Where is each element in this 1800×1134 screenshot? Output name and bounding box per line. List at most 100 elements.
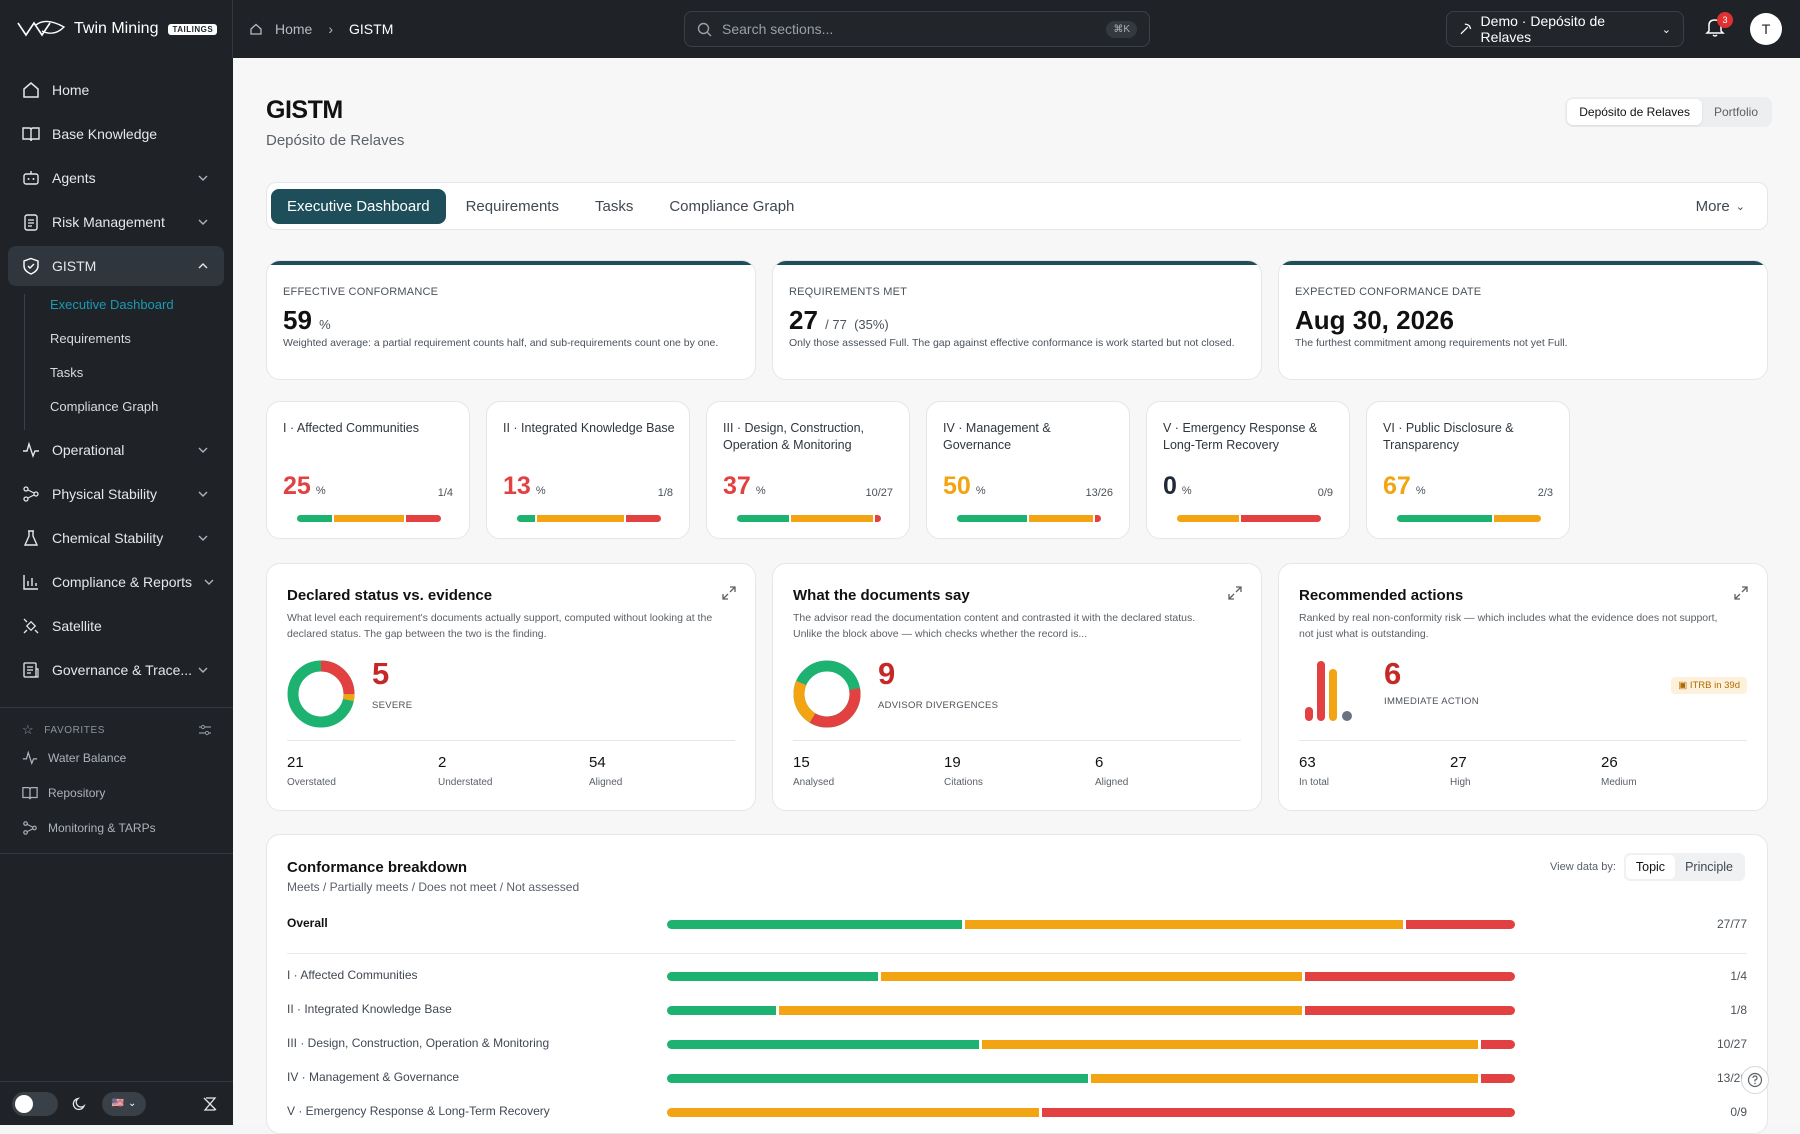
sidebar-item-satellite[interactable]: Satellite [8,606,224,646]
breakdown-row[interactable]: IV · Management & Governance 13/26 [287,1069,1747,1089]
more-tabs-button[interactable]: More ⌄ [1696,198,1745,215]
breakdown-subtitle: Meets / Partially meets / Does not meet … [287,880,580,894]
kpi-effective-conformance: EFFECTIVE CONFORMANCE 59 % Weighted aver… [266,260,756,380]
topic-percent-value: 13 [503,472,531,500]
stat-label: Aligned [1095,777,1129,788]
topic-card[interactable]: II · Integrated Knowledge Base 13% 1/8 [486,401,690,539]
flask-icon [23,530,39,546]
favorite-monitoring-tarps[interactable]: Monitoring & TARPs [22,820,156,836]
sidebar-item-chemical-stability[interactable]: Chemical Stability [8,518,224,558]
topic-card[interactable]: I · Affected Communities 25% 1/4 [266,401,470,539]
view-option-principle[interactable]: Principle [1685,860,1733,874]
sidebar-sub-tasks[interactable]: Tasks [50,365,84,380]
home-icon [23,82,39,98]
view-by-label: View data by: [1550,861,1616,873]
sidebar-item-home[interactable]: Home [8,70,224,110]
tab-executive-dashboard[interactable]: Executive Dashboard [271,188,446,224]
topic-card[interactable]: V · Emergency Response & Long-Term Recov… [1146,401,1350,539]
topic-card[interactable]: VI · Public Disclosure & Transparency 67%… [1366,401,1570,539]
stat-high: 27 High [1450,754,1471,788]
sidebar: Home Base Knowledge Agents Risk Manageme… [0,58,233,1125]
kpi-number: Aug 30, 2026 [1295,305,1454,335]
bar-segment-partial [1091,1074,1479,1083]
activity-icon [23,441,39,459]
expand-icon[interactable] [1733,585,1749,601]
favorite-label: Repository [48,786,106,800]
topic-card[interactable]: III · Design, Construction, Operation & … [706,401,910,539]
language-selector[interactable]: 🇺🇸 ⌄ [102,1091,146,1116]
tab-tasks[interactable]: Tasks [594,197,634,215]
bar-segment-not-met [1041,1108,1515,1117]
notification-badge: 3 [1717,12,1733,28]
brand[interactable]: Twin Mining TAILINGS [0,0,233,58]
stat-medium: 26 Medium [1601,754,1637,788]
breakdown-row-value: 1/8 [1730,1003,1747,1017]
stat-number: 54 [589,754,606,771]
search-input[interactable]: Search sections... ⌘K [684,11,1150,47]
sidebar-sub-compliance-graph[interactable]: Compliance Graph [50,399,159,414]
kpi-value: 59 % [283,305,331,336]
settings-sliders-icon[interactable] [198,724,212,736]
panel-description: Ranked by real non-conformity risk — whi… [1299,612,1718,640]
sidebar-sub-executive-dashboard[interactable]: Executive Dashboard [50,297,174,312]
sidebar-item-governance[interactable]: Governance & Trace... [8,650,224,690]
sidebar-item-compliance-reports[interactable]: Compliance & Reports [8,562,224,602]
breakdown-row-overall[interactable]: Overall 27/77 [287,915,1747,935]
theme-toggle[interactable] [12,1091,58,1116]
bar-segment-partial [537,515,624,522]
bar-segment-meets [957,515,1027,522]
book-icon [22,127,40,142]
expand-icon[interactable] [1227,585,1243,601]
sidebar-item-agents[interactable]: Agents [8,158,224,198]
topic-name: V · Emergency Response & Long-Term Recov… [1163,421,1318,452]
tab-requirements[interactable]: Requirements [465,197,559,215]
kpi-accent [773,261,1261,265]
notifications-button[interactable]: 3 [1705,12,1733,42]
sidebar-item-operational[interactable]: Operational [8,430,224,470]
project-selector[interactable]: Demo · Depósito de Relaves ⌄ [1446,11,1684,47]
topic-fraction: 13/26 [1085,487,1113,499]
chevron-down-icon [198,219,208,225]
stat-number: 26 [1601,754,1618,771]
bar-segment-not-met [1095,515,1101,522]
scope-option-deposito[interactable]: Depósito de Relaves [1567,99,1702,125]
chevron-down-icon [198,175,208,181]
scope-option-portfolio[interactable]: Portfolio [1713,105,1758,119]
collapse-sidebar-icon[interactable] [201,1095,219,1113]
book-icon [22,787,38,800]
sidebar-item-risk-management[interactable]: Risk Management [8,202,224,242]
tab-compliance-graph[interactable]: Compliance Graph [669,197,795,215]
view-option-topic[interactable]: Topic [1625,855,1676,879]
shield-icon [23,257,39,275]
breakdown-row[interactable]: III · Design, Construction, Operation & … [287,1035,1747,1055]
favorite-water-balance[interactable]: Water Balance [22,750,126,766]
help-button[interactable] [1741,1066,1769,1094]
topic-fraction: 10/27 [865,487,893,499]
sidebar-divider [0,707,233,708]
sidebar-sub-requirements[interactable]: Requirements [50,331,131,346]
topic-fraction: 1/8 [657,487,673,499]
breakdown-row-value: 0/9 [1730,1105,1747,1119]
breakdown-row-label: III · Design, Construction, Operation & … [287,1036,550,1050]
favorite-repository[interactable]: Repository [22,785,105,801]
breakdown-row-value: 10/27 [1716,1037,1747,1051]
sidebar-item-physical-stability[interactable]: Physical Stability [8,474,224,514]
avatar[interactable]: T [1750,13,1782,45]
percent-symbol: % [1415,485,1426,497]
breakdown-row[interactable]: I · Affected Communities 1/4 [287,967,1747,987]
sidebar-item-gistm[interactable]: GISTM [8,246,224,286]
stat-aligned: 54 Aligned [589,754,622,788]
page-title: GISTM [266,96,343,124]
breakdown-row[interactable]: V · Emergency Response & Long-Term Recov… [287,1103,1747,1123]
expand-icon[interactable] [721,585,737,601]
kpi-description: Only those assessed Full. The gap agains… [789,337,1235,349]
breakdown-row[interactable]: II · Integrated Knowledge Base 1/8 [287,1001,1747,1021]
tab-bar: Executive Dashboard Requirements Tasks C… [266,182,1768,230]
topic-percent-value: 25 [283,472,311,500]
bar-segment-meets [737,515,789,522]
status-donut [287,660,355,728]
topic-card[interactable]: IV · Management & Governance 50% 13/26 [926,401,1130,539]
sidebar-item-base-knowledge[interactable]: Base Knowledge [8,114,224,154]
breadcrumb-home[interactable]: Home [275,21,313,37]
activity-icon [22,750,38,766]
